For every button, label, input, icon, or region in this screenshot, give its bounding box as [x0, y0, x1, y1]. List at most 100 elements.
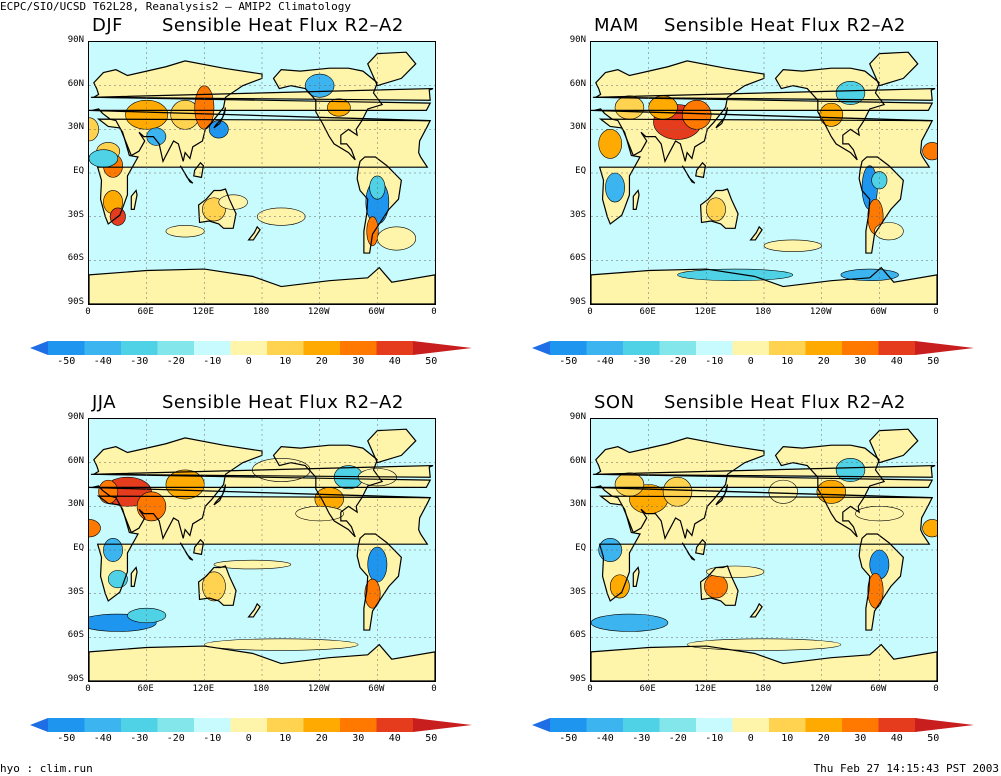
anomaly-contour	[204, 638, 359, 651]
coastline	[715, 107, 729, 129]
coastline	[681, 542, 696, 561]
anomaly-contour	[614, 95, 645, 120]
anomaly-contour	[165, 225, 205, 238]
colorbar-segment	[550, 718, 587, 732]
longitude-tick-label: 60W	[368, 684, 385, 694]
coastline	[591, 266, 937, 304]
coastline	[367, 51, 417, 87]
colorbar-segment	[121, 341, 158, 355]
colorbar-tick-label: -20	[668, 356, 687, 367]
anomaly-contour	[295, 506, 344, 522]
latitude-tick-label: EQ	[575, 543, 586, 553]
anomaly-contour	[89, 117, 99, 142]
colorbar-segment	[696, 718, 733, 732]
colorbar-tick-label: 10	[279, 356, 292, 367]
longitude-tick-label: 0	[431, 684, 437, 694]
colorbar	[532, 718, 974, 732]
anomaly-contour	[218, 194, 248, 210]
latitude-tick-label: 60S	[67, 630, 84, 641]
anomaly-contour	[835, 80, 866, 105]
colorbar-tick-label: 50	[425, 356, 438, 367]
colorbar-segment	[157, 341, 195, 355]
latitude-tick-label: EQ	[575, 166, 586, 176]
anomaly-contour	[377, 226, 417, 251]
coastline	[592, 464, 936, 478]
coastline	[598, 118, 934, 225]
colorbar-tick-label: 50	[927, 733, 940, 744]
colorbar-segment	[732, 341, 770, 355]
colorbar-segment	[84, 341, 122, 355]
colorbar-min-arrow	[532, 718, 550, 732]
colorbar-segment	[230, 341, 268, 355]
longitude-tick-label: 180	[754, 307, 772, 317]
longitude-tick-label: 60W	[870, 684, 887, 694]
anomaly-contour	[648, 95, 678, 120]
coastline	[699, 565, 739, 606]
anomaly-contour	[871, 171, 888, 190]
anomaly-contour	[98, 479, 119, 504]
latitude-tick-label: 30S	[569, 209, 586, 220]
colorbar	[30, 718, 472, 732]
coastline	[598, 495, 934, 602]
flux-map	[88, 418, 436, 682]
coastline	[90, 464, 434, 478]
anomaly-contour	[609, 574, 630, 599]
longitude-tick-label: 120E	[694, 307, 717, 317]
anomaly-contour	[89, 519, 101, 538]
colorbar-tick-label: 50	[927, 356, 940, 367]
longitude-tick-label: 0	[587, 307, 593, 317]
coastline	[774, 67, 886, 161]
longitude-tick-label: 0	[933, 307, 939, 317]
anomaly-contour	[662, 476, 693, 507]
longitude-tick-label: 0	[85, 307, 91, 317]
colorbar-tick-label: -50	[57, 733, 76, 744]
longitude-tick-label: 0	[933, 684, 939, 694]
longitude-tick-label: 120W	[307, 307, 330, 317]
map-panel-djf: DJF Sensible Heat Flux R2–A2 90N 60N 30N EQ 30…	[0, 0, 500, 385]
coastline	[591, 643, 937, 681]
coastline	[90, 87, 434, 101]
colorbar-max-arrow	[915, 341, 974, 355]
colorbar-segment	[84, 718, 122, 732]
colorbar-segment	[48, 718, 85, 732]
colorbar-segment	[48, 341, 85, 355]
anomaly-contour	[874, 222, 904, 241]
colorbar-max-arrow	[413, 718, 472, 732]
anomaly-contour	[89, 149, 119, 168]
coastline	[869, 51, 919, 87]
longitude-tick-label: 120E	[694, 684, 717, 694]
anomaly-contour	[598, 129, 623, 159]
land-fill	[367, 429, 416, 463]
map-panel-son: SON Sensible Heat Flux R2–A2 90N 60N 30N EQ 30…	[502, 377, 1001, 762]
coastline	[197, 188, 237, 229]
longitude-tick-label: 120W	[809, 684, 832, 694]
longitude-tick-label: 180	[252, 307, 270, 317]
colorbar-segment	[623, 718, 660, 732]
land-fill	[193, 162, 204, 178]
colorbar-max-arrow	[915, 718, 974, 732]
longitude-tick-label: 120W	[809, 307, 832, 317]
latitude-tick-label: 90N	[67, 412, 84, 422]
coastline	[695, 161, 707, 179]
colorbar-segment	[732, 718, 770, 732]
coastline	[695, 538, 707, 556]
longitude-tick-label: 120E	[192, 307, 215, 317]
longitude-tick-label: 0	[85, 684, 91, 694]
colorbar-tick-label: 30	[854, 733, 867, 744]
land-fill	[90, 88, 434, 101]
coastline	[715, 484, 729, 506]
colorbar-tick-label: 0	[747, 733, 754, 744]
latitude-tick-label: 60N	[569, 455, 586, 466]
coastline	[632, 566, 640, 587]
latitude-tick-label: EQ	[73, 543, 84, 553]
colorbar	[532, 341, 974, 355]
coastline	[858, 156, 904, 254]
latitude-tick-label: 30N	[67, 122, 84, 133]
longitude-tick-label: 60E	[137, 684, 154, 694]
latitude-tick-label: 90S	[67, 674, 84, 684]
season-label: SON	[594, 392, 635, 413]
colorbar-segment	[267, 718, 304, 732]
colorbar-tick-label: 10	[781, 356, 794, 367]
latitude-tick-label: 30N	[67, 499, 84, 510]
latitude-tick-label: EQ	[73, 166, 84, 176]
